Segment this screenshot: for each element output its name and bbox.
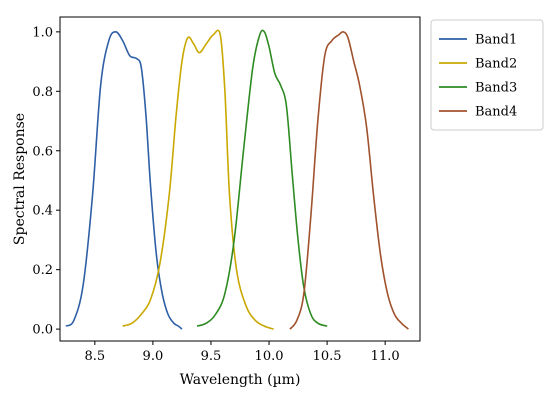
x-tick-label: 10.5: [313, 349, 342, 364]
series-line-band3: [196, 29, 328, 327]
x-axis-label: Wavelength (µm): [180, 372, 301, 388]
y-tick-label: 0.8: [32, 85, 53, 100]
x-tick-label: 9.5: [201, 349, 222, 364]
x-tick-label: 10.0: [255, 349, 284, 364]
y-tick-label: 0.2: [32, 263, 53, 278]
legend-label-band3: Band3: [475, 81, 517, 96]
x-tick-label: 11.0: [371, 349, 400, 364]
legend-label-band1: Band1: [475, 33, 517, 48]
series-line-band2: [122, 29, 274, 330]
series-line-band4: [289, 30, 409, 330]
legend-box: [430, 19, 544, 131]
x-tick-label: 8.5: [84, 349, 105, 364]
legend-label-band2: Band2: [475, 57, 517, 72]
legend-label-band4: Band4: [475, 105, 517, 120]
legend: Band1 Band2 Band3 Band4: [430, 19, 544, 131]
plot-frame: [59, 16, 421, 342]
series-line-band1: [65, 31, 183, 330]
axes: 8.5 9.0 9.5 10.0 10.5 11.0 0.0 0.2 0.4 0.6 0.8 1.0: [32, 16, 421, 364]
y-tick-label: 1.0: [32, 25, 53, 40]
y-axis-label: Spectral Response: [12, 113, 28, 245]
x-tick-label: 9.0: [143, 349, 164, 364]
plot-area: [65, 29, 409, 330]
y-tick-label: 0.0: [32, 323, 53, 338]
y-tick-label: 0.4: [32, 204, 53, 219]
y-tick-label: 0.6: [32, 144, 53, 159]
